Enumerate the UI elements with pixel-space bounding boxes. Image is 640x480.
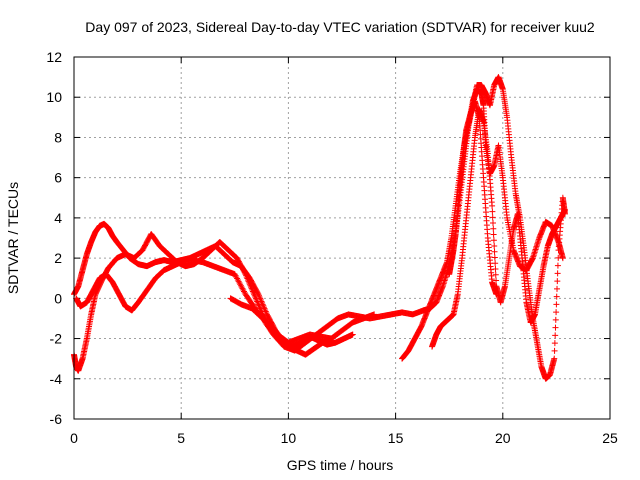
series-trace-f xyxy=(429,106,568,350)
y-tick-label: 2 xyxy=(54,250,62,266)
data-point xyxy=(552,316,559,323)
data-point xyxy=(248,285,255,292)
data-point xyxy=(551,347,558,354)
data-point xyxy=(255,301,262,308)
data-point xyxy=(491,243,498,250)
series-trace-g xyxy=(446,98,500,298)
data-point xyxy=(252,294,259,301)
data-point xyxy=(554,270,561,277)
series-trace-c xyxy=(73,257,378,346)
data-point xyxy=(255,302,262,309)
x-tick-label: 10 xyxy=(281,430,297,446)
data-point xyxy=(243,274,250,281)
data-point xyxy=(490,225,497,232)
data-point xyxy=(492,266,499,273)
data-point xyxy=(493,277,500,284)
data-point xyxy=(552,324,559,331)
chart-title: Day 097 of 2023, Sidereal Day-to-day VTE… xyxy=(85,19,595,35)
x-tick-label: 25 xyxy=(602,430,618,446)
data-point xyxy=(491,254,498,261)
y-tick-label: -4 xyxy=(50,371,63,387)
data-point xyxy=(553,301,560,308)
data-point xyxy=(553,309,560,316)
x-tick-label: 0 xyxy=(70,430,78,446)
data-point xyxy=(242,271,249,278)
data-point xyxy=(554,285,561,292)
data-point xyxy=(553,293,560,300)
data-point xyxy=(554,278,561,285)
data-point xyxy=(248,284,255,291)
x-tick-label: 20 xyxy=(495,430,511,446)
data-point xyxy=(250,289,257,296)
data-point xyxy=(489,214,496,221)
data-point xyxy=(489,208,496,215)
data-points xyxy=(71,74,568,382)
data-point xyxy=(253,297,260,304)
data-point xyxy=(492,271,499,278)
data-point xyxy=(249,287,256,294)
data-point xyxy=(491,248,498,255)
data-point xyxy=(256,304,263,311)
data-point xyxy=(249,288,256,295)
data-point xyxy=(254,298,261,305)
data-point xyxy=(246,281,253,288)
y-tick-label: 8 xyxy=(54,129,62,145)
data-point xyxy=(243,272,250,279)
y-tick-label: 6 xyxy=(54,170,62,186)
series-trace-a xyxy=(71,220,356,350)
plot-frame xyxy=(73,56,611,420)
data-point xyxy=(254,299,261,306)
data-point xyxy=(251,291,258,298)
data-point xyxy=(490,237,497,244)
series-trace-e xyxy=(399,74,568,382)
data-point xyxy=(244,276,251,283)
y-tick-label: 4 xyxy=(54,210,62,226)
x-tick-label: 15 xyxy=(388,430,404,446)
data-point xyxy=(489,202,496,209)
x-axis-label: GPS time / hours xyxy=(287,457,394,473)
data-point xyxy=(246,279,253,286)
data-point xyxy=(241,270,248,277)
data-point xyxy=(490,231,497,238)
data-point xyxy=(554,262,561,269)
data-point xyxy=(244,275,251,282)
data-point xyxy=(252,295,259,302)
data-point xyxy=(245,278,252,285)
data-point xyxy=(247,282,254,289)
y-axis-label: SDTVAR / TECUs xyxy=(5,182,21,294)
data-point xyxy=(551,340,558,347)
data-point xyxy=(251,292,258,299)
data-point xyxy=(493,291,500,298)
y-tick-label: -6 xyxy=(50,411,63,427)
data-point xyxy=(551,355,558,362)
data-point xyxy=(555,254,562,261)
data-point xyxy=(489,220,496,227)
y-tick-label: 12 xyxy=(46,49,62,65)
x-tick-label: 5 xyxy=(177,430,185,446)
data-point xyxy=(552,332,559,339)
y-tick-label: 10 xyxy=(46,89,62,105)
data-point xyxy=(561,206,568,213)
y-tick-label: 0 xyxy=(54,290,62,306)
y-tick-label: -2 xyxy=(50,331,63,347)
tick-labels: 0 5 10 15 20 25 -6 -4 -2 0 2 4 6 8 10 12 xyxy=(46,49,618,446)
data-point xyxy=(349,331,356,338)
data-point xyxy=(257,305,264,312)
